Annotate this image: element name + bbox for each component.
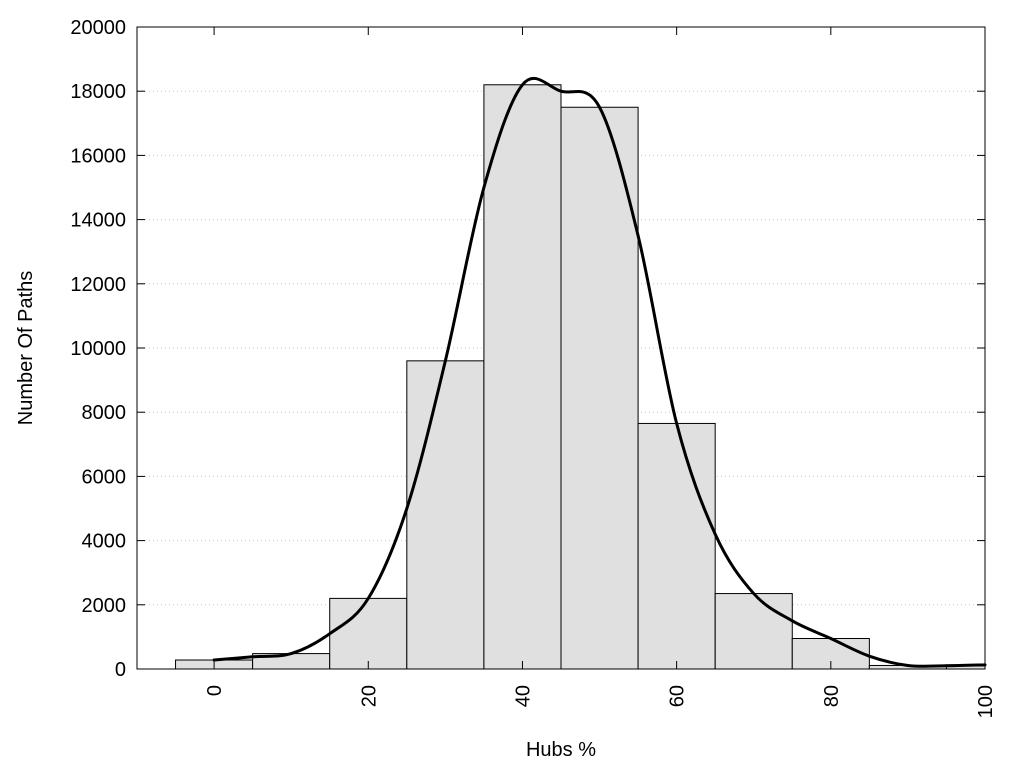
histogram-bar bbox=[406, 360, 485, 670]
histogram-bar bbox=[714, 593, 793, 670]
y-tick-label: 0 bbox=[115, 659, 126, 681]
density-curve bbox=[212, 76, 987, 668]
x-tick-label: 80 bbox=[821, 685, 843, 707]
y-tick-label: 16000 bbox=[70, 145, 126, 167]
x-tick-label: 40 bbox=[512, 685, 534, 707]
x-tick-label: 100 bbox=[975, 685, 997, 718]
x-tick-label: 0 bbox=[204, 685, 226, 696]
histogram-bar bbox=[637, 422, 716, 670]
y-tick-label: 18000 bbox=[70, 81, 126, 103]
x-axis: 0 20 40 60 80 100 bbox=[204, 27, 997, 718]
x-tick-label: 60 bbox=[667, 685, 689, 707]
x-axis-title: Hubs % bbox=[526, 739, 596, 761]
histogram-bar bbox=[329, 597, 408, 670]
y-tick-label: 8000 bbox=[82, 402, 127, 424]
x-tick-label: 20 bbox=[358, 685, 380, 707]
y-tick-label: 20000 bbox=[70, 17, 126, 39]
y-axis: 0 2000 4000 6000 8000 10000 12000 14000 16000 180… bbox=[70, 17, 985, 681]
y-tick-label: 6000 bbox=[82, 466, 127, 488]
y-tick-label: 4000 bbox=[82, 531, 127, 553]
y-tick-label: 10000 bbox=[70, 338, 126, 360]
y-tick-label: 2000 bbox=[82, 595, 127, 617]
bars bbox=[175, 84, 986, 670]
histogram-bar bbox=[560, 106, 639, 670]
y-tick-label: 14000 bbox=[70, 210, 126, 232]
y-tick-label: 12000 bbox=[70, 274, 126, 296]
density-curve-layer bbox=[212, 76, 987, 668]
histogram-bar bbox=[483, 84, 562, 670]
y-axis-title: Number Of Paths bbox=[15, 271, 37, 426]
